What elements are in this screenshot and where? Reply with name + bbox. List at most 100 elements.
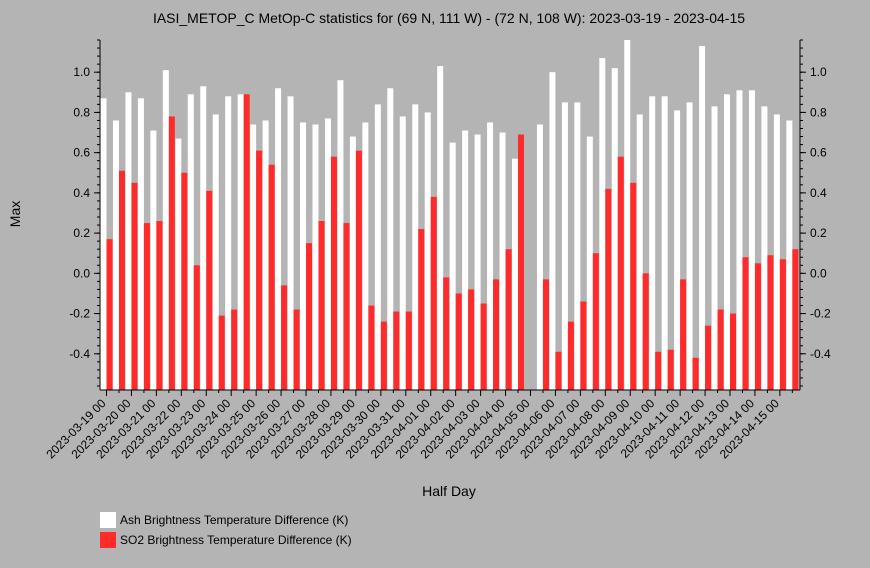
so2-bar	[630, 182, 637, 390]
so2-bar	[318, 221, 325, 390]
y-tick-label: 1.0	[73, 65, 90, 79]
so2-bar	[455, 293, 462, 390]
ash-bar	[699, 46, 706, 390]
so2-bar	[293, 309, 300, 390]
so2-bar	[355, 150, 362, 390]
ash-bar	[112, 120, 119, 391]
y-tick-label: -0.2	[69, 307, 90, 321]
ash-bar	[437, 66, 444, 391]
y-axis-label: Max	[7, 201, 23, 227]
ash-bar	[449, 142, 456, 390]
so2-bar	[330, 156, 337, 390]
ash-bar	[150, 130, 157, 390]
ash-bar	[250, 124, 257, 390]
legend-label-ash: Ash Brightness Temperature Difference (K…	[120, 513, 348, 527]
ash-bar	[462, 130, 469, 390]
ash-bar	[399, 116, 406, 390]
ash-bar	[549, 72, 556, 391]
ash-bar	[412, 104, 419, 391]
ash-bar	[487, 122, 494, 390]
so2-bar	[642, 273, 649, 390]
y-tick-label-right: 0.2	[810, 226, 827, 240]
ash-bar	[374, 104, 381, 391]
so2-bar	[443, 277, 450, 390]
so2-bar	[480, 303, 487, 390]
y-tick-label: 0.8	[73, 105, 90, 119]
ash-bar	[773, 114, 780, 391]
so2-bar	[118, 170, 125, 390]
ash-bar	[499, 132, 506, 390]
so2-bar	[156, 221, 163, 390]
ash-bar	[586, 136, 593, 390]
so2-bar	[730, 313, 736, 390]
so2-bar	[667, 349, 674, 390]
so2-bar	[692, 357, 699, 390]
ash-bar	[611, 68, 618, 390]
legend-swatch-so2	[100, 532, 116, 548]
y-tick-label-right: 0.0	[810, 266, 827, 280]
ash-bar	[636, 114, 643, 391]
so2-bar	[393, 311, 400, 390]
ash-bar	[237, 94, 244, 390]
ash-bar	[786, 120, 793, 391]
so2-bar	[243, 94, 250, 390]
ash-bar	[686, 102, 693, 391]
ash-bar	[175, 138, 182, 390]
so2-bar	[592, 253, 599, 390]
y-tick-label-right: 0.6	[810, 146, 827, 160]
so2-bar	[555, 351, 562, 390]
so2-bar	[580, 301, 587, 390]
so2-bar	[518, 134, 525, 390]
so2-bar	[542, 279, 549, 390]
ash-bar	[262, 120, 269, 391]
x-axis-label: Half Day	[422, 483, 476, 499]
so2-bar	[605, 188, 612, 390]
y-tick-label-right: -0.4	[810, 347, 831, 361]
so2-bar	[256, 150, 263, 390]
legend-label-so2: SO2 Brightness Temperature Difference (K…	[120, 533, 352, 547]
ash-bar	[362, 122, 369, 390]
y-tick-label: 0.2	[73, 226, 90, 240]
y-tick-label: 0.4	[73, 186, 90, 200]
so2-bar	[193, 265, 200, 390]
ash-bar	[387, 88, 394, 390]
ash-bar	[125, 92, 132, 391]
ash-bar	[187, 94, 194, 390]
so2-bar	[131, 182, 138, 390]
ash-bar	[561, 102, 568, 391]
so2-bar	[106, 239, 113, 390]
so2-bar	[268, 164, 275, 390]
ash-bar	[200, 86, 207, 390]
y-tick-label: 0.0	[73, 266, 90, 280]
ash-bar	[574, 102, 581, 391]
ash-bar	[300, 122, 307, 390]
so2-bar	[754, 263, 761, 390]
so2-bar	[767, 255, 774, 390]
ash-bar	[137, 98, 144, 390]
so2-bar	[493, 279, 500, 390]
chart-title: IASI_METOP_C MetOp-C statistics for (69 …	[153, 10, 745, 26]
ash-bar	[536, 124, 543, 390]
so2-bar	[405, 311, 412, 390]
so2-bar	[505, 249, 512, 390]
ash-bar	[624, 40, 631, 390]
ash-bar	[761, 106, 768, 390]
ash-bar	[736, 90, 743, 390]
ash-bar	[312, 124, 319, 390]
ash-bar	[324, 118, 331, 390]
so2-bar	[779, 259, 786, 390]
so2-bar	[680, 279, 687, 390]
ash-bar	[100, 98, 107, 390]
ash-bar	[512, 158, 519, 390]
so2-bar	[717, 309, 724, 390]
y-tick-label-right: 0.4	[810, 186, 827, 200]
ash-bar	[748, 90, 755, 390]
so2-bar	[567, 321, 574, 390]
y-tick-label: -0.4	[69, 347, 90, 361]
so2-bar	[218, 315, 225, 390]
so2-bar	[181, 172, 188, 390]
so2-bar	[231, 309, 238, 390]
ash-bar	[724, 94, 730, 390]
y-tick-label-right: 1.0	[810, 65, 827, 79]
